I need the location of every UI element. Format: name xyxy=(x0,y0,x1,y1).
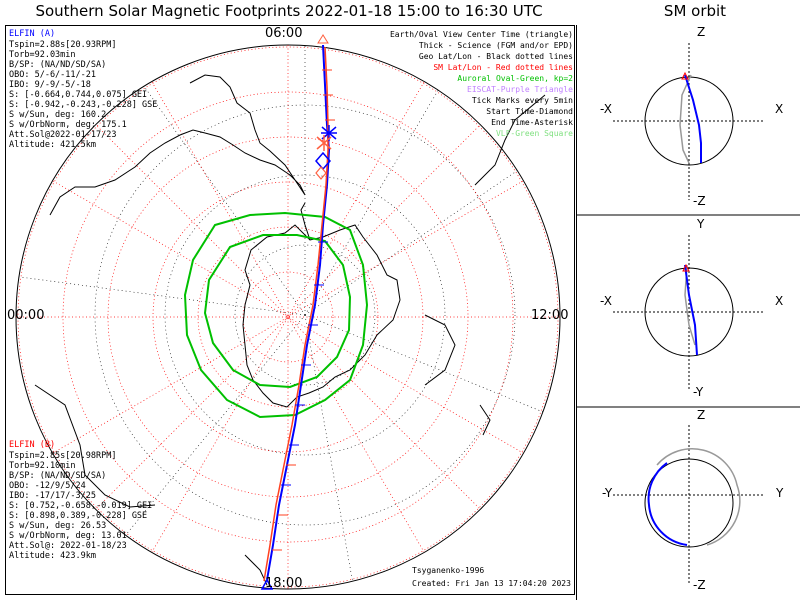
elfin-b-track xyxy=(263,46,329,582)
legend-entry: Tick Marks every 5min xyxy=(471,96,573,105)
info-line: S w/Sun, deg: 26.53 xyxy=(9,521,107,531)
info-line: S: [0.898,0.389,-0.228] GSE xyxy=(9,511,148,521)
legend-entry: Start Time-Diamond xyxy=(486,107,573,116)
legend-entry: Thick - Science (FGM and/or EPD) xyxy=(418,41,573,50)
orbit-p1-top: Z xyxy=(697,25,706,39)
info-line: Torb=92.10min xyxy=(9,461,76,471)
orbit-p3-right: Y xyxy=(776,486,784,500)
mlt-label-bottom: 18:00 xyxy=(265,576,303,591)
orbit-p2-right: X xyxy=(775,294,784,308)
elfin-b-info: Tspin=2.85s[20.98RPM] Torb=92.10min B/SP: … xyxy=(9,451,152,561)
info-line: OBO: -12/9/5/24 xyxy=(9,481,86,491)
sm-grid xyxy=(16,45,560,589)
auroral-oval xyxy=(183,211,369,419)
view-center-triangle-b xyxy=(317,34,329,44)
orbit-p2-top: Y xyxy=(697,217,705,231)
auroral-oval-outer xyxy=(183,211,369,419)
view-center-triangle xyxy=(260,578,274,590)
elfin-a-name: ELFIN (A) xyxy=(9,29,56,39)
satellite-tracks xyxy=(263,44,331,582)
orbit-xz-b xyxy=(679,74,692,164)
mlt-label-top: 06:00 xyxy=(265,26,303,41)
info-line: S w/Sun, deg: 160.2 xyxy=(9,110,107,120)
orbit-panel-border xyxy=(576,25,800,600)
orbit-p3-top: Z xyxy=(697,408,706,422)
info-line: Altitude: 421.5km xyxy=(9,140,96,150)
orbit-p1-left: -X xyxy=(600,102,612,116)
orbit-panel-title: SM orbit xyxy=(663,2,727,20)
orbit-p1-bottom: -Z xyxy=(693,194,706,208)
legend-entry: VLF-Green Square xyxy=(495,129,573,138)
south-america-coast xyxy=(49,74,306,216)
polar-footprint-map xyxy=(15,34,561,590)
info-line: B/SP: (NA/ND/SD/SA) xyxy=(9,60,107,70)
sm-orbit-panels xyxy=(577,43,800,585)
info-line: S: [0.752,-0.658,-0.019] GEI xyxy=(9,501,153,511)
info-line: IBO: -17/17/-3/25 xyxy=(9,491,96,501)
legend-entry: EISCAT-Purple Triangle xyxy=(467,85,573,94)
track-tick-marks xyxy=(281,241,328,486)
orbit-panel-xy xyxy=(613,235,765,390)
info-line: OBO: 5/-6/-11/-21 xyxy=(9,70,96,80)
elfin-b-name: ELFIN (B) xyxy=(9,440,56,450)
legend-entry: Earth/Oval View Center Time (triangle) xyxy=(389,30,573,39)
created-timestamp: Created: Fri Jan 13 17:04:20 2023 xyxy=(412,579,571,588)
orbit-p3-bottom: -Z xyxy=(693,578,706,592)
orbit-xy-a xyxy=(684,264,698,356)
legend-entry: SM Lat/Lon - Red dotted lines xyxy=(433,63,573,72)
map-legend: Earth/Oval View Center Time (triangle) Th… xyxy=(390,29,573,139)
info-line: Att.Sol@2022-01-17/23 xyxy=(9,130,117,140)
footprint-map-frame xyxy=(5,25,575,595)
info-line: S w/OrbNorm, deg: 175.1 xyxy=(9,120,127,130)
orbit-xz-a xyxy=(684,74,702,163)
island-southeast xyxy=(479,404,491,436)
info-line: S: [-0.942,-0.243,-0.228] GSE xyxy=(9,100,158,110)
info-line: S: [-0.664,0.744,0.075] GEI xyxy=(9,90,148,100)
model-credit: Tsyganenko-1996 xyxy=(412,566,485,575)
plot-title: Southern Solar Magnetic Footprints 2022-… xyxy=(35,2,543,20)
legend-entry: End Time-Asterisk xyxy=(491,118,573,127)
info-line: Att.Sol@: 2022-01-18/23 xyxy=(9,541,127,551)
orbit-p2-left: -X xyxy=(600,294,612,308)
track-tick-marks-b xyxy=(272,69,335,551)
elfin-a-info: Tspin=2.88s[20.93RPM] Torb=92.03min B/SP: … xyxy=(9,40,157,150)
info-line: Tspin=2.88s[20.93RPM] xyxy=(9,40,117,50)
info-line: S w/OrbNorm, deg: 13.01 xyxy=(9,531,127,541)
island-east xyxy=(424,314,456,386)
legend-entry: Auroral Oval-Green, kp=2 xyxy=(457,74,573,83)
orbit-p2-bottom: -Y xyxy=(693,385,704,399)
info-line: Tspin=2.85s[20.98RPM] xyxy=(9,451,117,461)
australia-coast xyxy=(34,384,156,508)
info-line: B/SP: (NA/ND/SD/SA) xyxy=(9,471,107,481)
africa-coast xyxy=(474,94,546,186)
legend-entry: Geo Lat/Lon - Black dotted lines xyxy=(418,52,573,61)
auroral-oval-inner xyxy=(203,234,352,389)
orbit-panel-xz xyxy=(613,43,765,200)
orbit-panel-yz xyxy=(613,425,765,585)
mlt-label-right: 12:00 xyxy=(531,308,569,323)
start-diamond-marker-b xyxy=(315,166,327,180)
orbit-yz-a xyxy=(647,462,688,546)
mlt-label-left: 00:00 xyxy=(7,308,45,323)
info-line: Torb=92.03min xyxy=(9,50,76,60)
info-line: IBO: 9/-9/-5/-18 xyxy=(9,80,91,90)
end-asterisk-marker-b xyxy=(316,135,332,151)
orbit-p3-left: -Y xyxy=(602,486,613,500)
orbit-p1-right: X xyxy=(775,102,784,116)
geo-grid xyxy=(16,45,560,589)
antarctic-peninsula xyxy=(300,202,311,241)
orbit-yz-b xyxy=(656,448,741,546)
info-line: Altitude: 423.9km xyxy=(9,551,96,561)
